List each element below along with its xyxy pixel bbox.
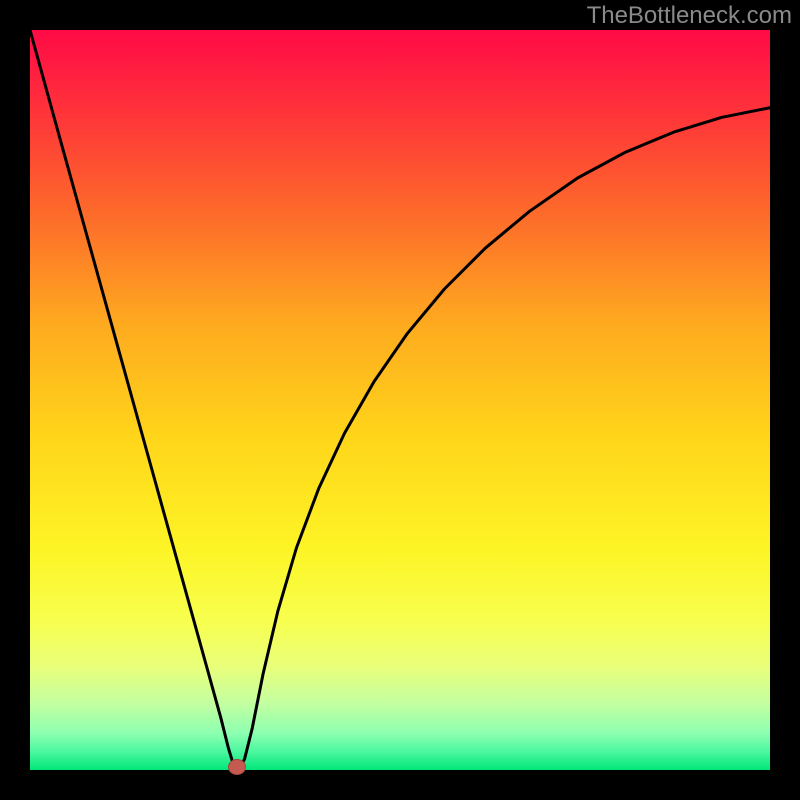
bottleneck-curve	[30, 30, 770, 770]
watermark-text: TheBottleneck.com	[587, 2, 792, 30]
curve-path	[30, 30, 770, 770]
minimum-marker	[228, 759, 246, 775]
chart-frame: TheBottleneck.com	[0, 0, 800, 800]
plot-area	[30, 30, 770, 770]
